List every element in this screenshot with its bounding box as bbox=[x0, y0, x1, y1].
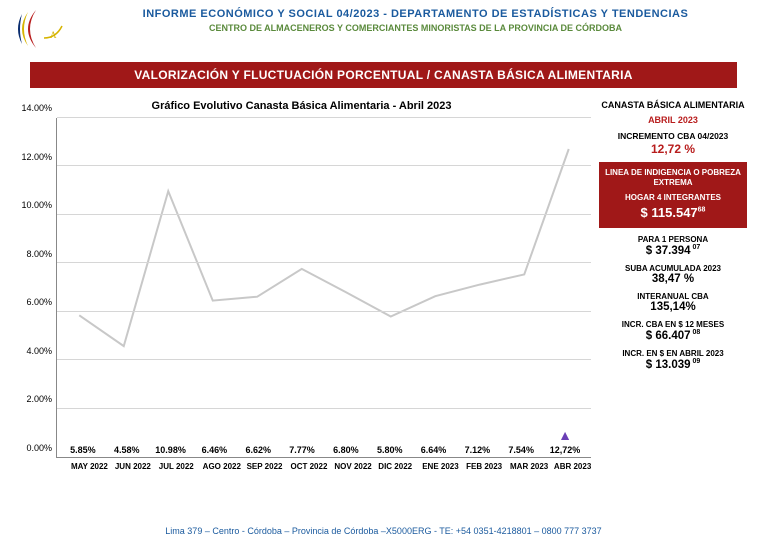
bar-column: ▲12,72% bbox=[554, 445, 576, 457]
page-footer: Lima 379 – Centro - Córdoba – Provincia … bbox=[0, 526, 767, 536]
header-title: INFORME ECONÓMICO Y SOCIAL 04/2023 - DEP… bbox=[84, 8, 747, 20]
x-tick: AGO 2022 bbox=[203, 462, 225, 471]
bar-column: 4.58% bbox=[116, 445, 138, 457]
x-tick: MAY 2022 bbox=[71, 462, 93, 471]
gridline bbox=[57, 408, 591, 409]
stat-label: INCR. CBA EN $ 12 MESES bbox=[599, 320, 747, 329]
x-tick: OCT 2022 bbox=[290, 462, 312, 471]
stat-value: $ 37.394 07 bbox=[599, 244, 747, 257]
bar-column: 6.62% bbox=[247, 445, 269, 457]
x-tick: ABR 2023 bbox=[554, 462, 576, 471]
y-tick: 14.00% bbox=[21, 103, 52, 113]
bar-column: 6.80% bbox=[335, 445, 357, 457]
bar-value-label: 7.12% bbox=[465, 445, 491, 455]
gridline bbox=[57, 214, 591, 215]
bar-column: 7.54% bbox=[510, 445, 532, 457]
x-tick: ENE 2023 bbox=[422, 462, 444, 471]
y-axis: 0.00%2.00%4.00%6.00%8.00%10.00%12.00%14.… bbox=[12, 118, 56, 458]
bar-value-label: 7.77% bbox=[289, 445, 315, 455]
bars-group: 5.85% 4.58% 10.98% 6.46% 6.62% 7.77% 6.80% 5.80… bbox=[57, 118, 591, 457]
indigence-box: LINEA DE INDIGENCIA O POBREZA EXTREMA HO… bbox=[599, 162, 747, 228]
gridline bbox=[57, 311, 591, 312]
bar-value-label: 6.62% bbox=[245, 445, 271, 455]
gridline bbox=[57, 165, 591, 166]
stat-value: 38,47 % bbox=[599, 273, 747, 285]
x-tick: JUL 2022 bbox=[159, 462, 181, 471]
side-title: CANASTA BÁSICA ALIMENTARIA bbox=[599, 100, 747, 111]
bar-value-label: 4.58% bbox=[114, 445, 140, 455]
side-panel: CANASTA BÁSICA ALIMENTARIA ABRIL 2023 IN… bbox=[599, 100, 747, 471]
chart-container: Gráfico Evolutivo Canasta Básica Aliment… bbox=[12, 100, 591, 471]
stat-row: INCR. CBA EN $ 12 MESES$ 66.407 08 bbox=[599, 320, 747, 342]
stat-row: INTERANUAL CBA135,14% bbox=[599, 292, 747, 313]
stat-label: SUBA ACUMULADA 2023 bbox=[599, 264, 747, 273]
stat-value: 135,14% bbox=[599, 301, 747, 313]
increment-value: 12,72 % bbox=[599, 142, 747, 156]
bar-column: 7.77% bbox=[291, 445, 313, 457]
y-tick: 6.00% bbox=[26, 297, 52, 307]
bar-column: 5.85% bbox=[72, 445, 94, 457]
stat-label: INTERANUAL CBA bbox=[599, 292, 747, 301]
gridline bbox=[57, 117, 591, 118]
gridline bbox=[57, 262, 591, 263]
x-tick: NOV 2022 bbox=[334, 462, 356, 471]
header-subtitle: CENTRO DE ALMACENEROS Y COMERCIANTES MIN… bbox=[84, 23, 747, 33]
stat-row: SUBA ACUMULADA 202338,47 % bbox=[599, 264, 747, 285]
x-tick: FEB 2023 bbox=[466, 462, 488, 471]
y-tick: 2.00% bbox=[26, 394, 52, 404]
section-banner: VALORIZACIÓN Y FLUCTUACIÓN PORCENTUAL / … bbox=[30, 62, 737, 88]
svg-text:A: A bbox=[50, 30, 57, 40]
x-tick: MAR 2023 bbox=[510, 462, 532, 471]
highlight-marker-icon: ▲ bbox=[558, 427, 572, 443]
bar-column: 6.64% bbox=[423, 445, 445, 457]
bar-column: 5.80% bbox=[379, 445, 401, 457]
bar-value-label: 5.85% bbox=[70, 445, 96, 455]
y-tick: 4.00% bbox=[26, 346, 52, 356]
y-tick: 0.00% bbox=[26, 443, 52, 453]
side-month: ABRIL 2023 bbox=[599, 115, 747, 125]
bar-value-label: 6.80% bbox=[333, 445, 359, 455]
bar-value-label: 6.46% bbox=[202, 445, 228, 455]
x-tick: SEP 2022 bbox=[247, 462, 269, 471]
bar-value-label: 12,72% bbox=[550, 445, 581, 455]
bar-value-label: 7.54% bbox=[508, 445, 534, 455]
box-line1: LINEA DE INDIGENCIA O POBREZA EXTREMA bbox=[603, 168, 743, 189]
plot-area: 5.85% 4.58% 10.98% 6.46% 6.62% 7.77% 6.80% 5.80… bbox=[56, 118, 591, 458]
gridline bbox=[57, 359, 591, 360]
bar-column: 6.46% bbox=[203, 445, 225, 457]
report-header: A INFORME ECONÓMICO Y SOCIAL 04/2023 - D… bbox=[0, 0, 767, 54]
chart-title: Gráfico Evolutivo Canasta Básica Aliment… bbox=[12, 100, 591, 112]
stat-row: INCR. EN $ EN ABRIL 2023$ 13.039 09 bbox=[599, 349, 747, 371]
stat-value: $ 66.407 08 bbox=[599, 329, 747, 342]
bar-value-label: 5.80% bbox=[377, 445, 403, 455]
x-tick: JUN 2022 bbox=[115, 462, 137, 471]
stat-label: PARA 1 PERSONA bbox=[599, 235, 747, 244]
bar-column: 7.12% bbox=[466, 445, 488, 457]
box-line2: HOGAR 4 INTEGRANTES bbox=[603, 193, 743, 203]
x-tick: DIC 2022 bbox=[378, 462, 400, 471]
org-logo: A bbox=[12, 8, 74, 50]
x-axis: MAY 2022 JUN 2022 JUL 2022 AGO 2022 SEP 2022… bbox=[12, 458, 591, 471]
bar-value-label: 10.98% bbox=[155, 445, 186, 455]
y-tick: 12.00% bbox=[21, 152, 52, 162]
box-value: $ 115.54768 bbox=[603, 205, 743, 222]
stat-label: INCR. EN $ EN ABRIL 2023 bbox=[599, 349, 747, 358]
stat-value: $ 13.039 09 bbox=[599, 358, 747, 371]
y-tick: 10.00% bbox=[21, 200, 52, 210]
stat-row: PARA 1 PERSONA$ 37.394 07 bbox=[599, 235, 747, 257]
increment-label: INCREMENTO CBA 04/2023 bbox=[599, 131, 747, 141]
bar-column: 10.98% bbox=[160, 445, 182, 457]
y-tick: 8.00% bbox=[26, 249, 52, 259]
bar-value-label: 6.64% bbox=[421, 445, 447, 455]
